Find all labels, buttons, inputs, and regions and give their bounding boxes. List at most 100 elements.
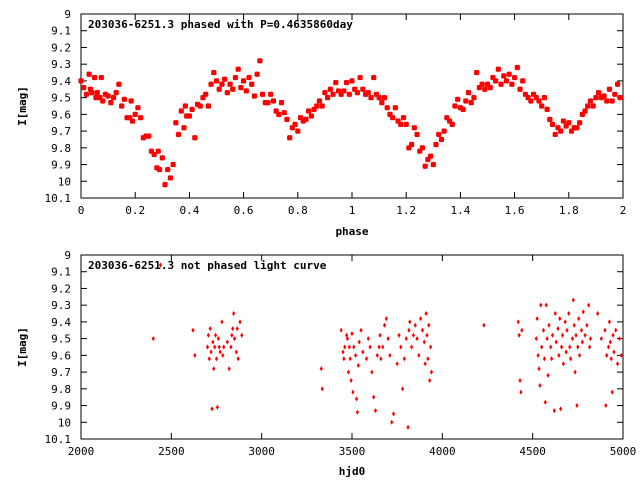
data-point bbox=[370, 369, 374, 375]
data-point bbox=[468, 100, 474, 106]
data-point bbox=[554, 339, 558, 345]
data-point bbox=[428, 377, 432, 383]
data-point bbox=[193, 352, 197, 358]
data-point bbox=[232, 74, 239, 81]
data-point bbox=[210, 406, 214, 412]
data-point bbox=[433, 141, 439, 148]
data-point bbox=[479, 81, 485, 87]
data-point bbox=[413, 322, 417, 328]
data-point bbox=[182, 103, 188, 109]
data-point bbox=[341, 88, 347, 94]
data-point bbox=[607, 319, 612, 325]
data-point bbox=[284, 116, 290, 122]
data-point bbox=[208, 326, 212, 332]
data-point bbox=[482, 86, 488, 92]
data-point bbox=[495, 66, 501, 72]
data-point bbox=[281, 110, 287, 116]
data-point bbox=[303, 116, 309, 122]
data-point bbox=[535, 316, 539, 322]
data-point bbox=[151, 336, 155, 342]
y-tick-label: 10.1 bbox=[45, 192, 72, 205]
data-point bbox=[572, 322, 576, 328]
x-tick-label: 3000 bbox=[248, 445, 275, 458]
data-point bbox=[609, 98, 615, 104]
data-point bbox=[438, 136, 445, 143]
data-point bbox=[541, 327, 546, 333]
data-point bbox=[520, 327, 524, 333]
data-point bbox=[558, 128, 564, 134]
x-tick-label: 1.6 bbox=[505, 204, 525, 217]
data-point bbox=[212, 366, 216, 372]
data-point bbox=[423, 361, 427, 367]
data-point bbox=[542, 356, 547, 362]
data-point bbox=[135, 105, 141, 111]
data-point bbox=[545, 336, 549, 342]
data-point bbox=[231, 326, 235, 332]
data-points-phased bbox=[78, 58, 623, 188]
data-point bbox=[539, 103, 545, 109]
data-point bbox=[249, 81, 255, 87]
data-point bbox=[119, 103, 125, 109]
data-point bbox=[543, 399, 547, 405]
data-point bbox=[364, 356, 369, 362]
data-point bbox=[357, 74, 363, 81]
x-tick-label: 1.4 bbox=[450, 204, 470, 217]
y-tick-label: 9.8 bbox=[51, 383, 71, 396]
data-point bbox=[224, 90, 230, 96]
data-point bbox=[557, 352, 561, 358]
data-point bbox=[406, 424, 410, 430]
data-point bbox=[159, 155, 165, 161]
data-point bbox=[146, 133, 152, 139]
data-point bbox=[287, 135, 293, 141]
data-point bbox=[538, 382, 542, 388]
data-point bbox=[471, 95, 477, 101]
data-point bbox=[342, 356, 346, 362]
data-point bbox=[213, 332, 218, 338]
x-axis-label-unphased: hjd0 bbox=[339, 465, 366, 478]
data-point bbox=[359, 327, 363, 333]
data-point bbox=[349, 78, 355, 84]
data-point bbox=[100, 98, 106, 104]
y-tick-label: 9.3 bbox=[51, 58, 71, 71]
data-point bbox=[550, 356, 554, 362]
data-point bbox=[408, 319, 412, 325]
data-point bbox=[619, 352, 623, 358]
data-point bbox=[221, 352, 225, 358]
data-point bbox=[474, 69, 480, 76]
data-point bbox=[503, 78, 510, 84]
data-point bbox=[501, 73, 507, 79]
data-point bbox=[219, 81, 225, 87]
y-tick-label: 9.7 bbox=[51, 125, 71, 138]
data-point bbox=[460, 106, 466, 112]
data-point bbox=[612, 91, 618, 97]
data-point bbox=[355, 409, 360, 415]
data-point bbox=[587, 98, 594, 104]
data-point bbox=[553, 311, 557, 317]
data-point bbox=[518, 377, 522, 383]
data-point bbox=[564, 349, 568, 355]
data-point bbox=[465, 90, 472, 96]
data-point bbox=[549, 344, 553, 350]
data-point bbox=[536, 352, 540, 358]
data-point bbox=[617, 336, 621, 342]
data-point bbox=[516, 319, 520, 325]
y-tick-label: 10.1 bbox=[45, 433, 72, 446]
data-point bbox=[341, 349, 345, 355]
data-point bbox=[230, 332, 234, 338]
data-point bbox=[316, 98, 323, 104]
y-tick-label: 9 bbox=[64, 249, 71, 262]
data-point bbox=[514, 64, 520, 71]
data-point bbox=[375, 352, 379, 358]
data-point bbox=[354, 90, 361, 96]
data-point bbox=[138, 115, 144, 121]
data-point bbox=[108, 100, 114, 106]
data-point bbox=[178, 108, 184, 114]
data-point bbox=[498, 81, 504, 87]
data-point bbox=[227, 366, 231, 372]
data-point bbox=[422, 339, 426, 345]
data-point bbox=[574, 125, 580, 131]
data-point bbox=[577, 120, 583, 126]
unphased-light-curve-panel: 203036-6251.3 not phased light curve hjd… bbox=[16, 249, 636, 478]
data-point bbox=[575, 403, 579, 409]
